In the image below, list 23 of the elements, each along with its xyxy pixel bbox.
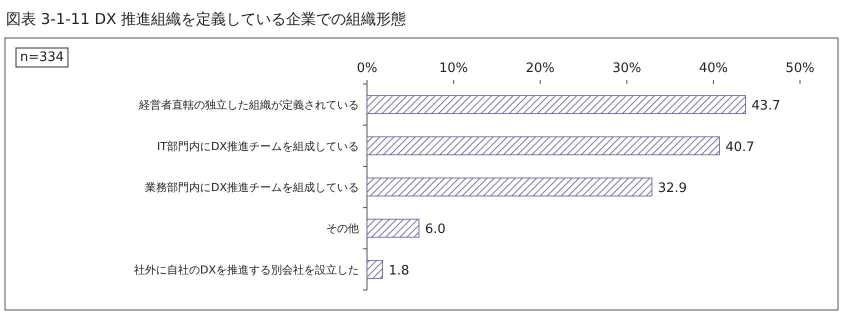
- text: n=334: [20, 50, 64, 65]
- x-tick-label: 10%: [439, 61, 468, 76]
- y-tick-label: 経営者直轄の独立した組織が定義されている: [138, 98, 359, 112]
- x-tick-label: 30%: [612, 61, 642, 76]
- bar: [366, 95, 746, 114]
- bar: [366, 136, 720, 156]
- y-tick-label: 社外に自社のDXを推進する別会社を設立した: [134, 263, 359, 276]
- bar: [366, 178, 652, 196]
- y-tick-label: その他: [326, 222, 359, 236]
- data-label: 1.8: [388, 263, 410, 278]
- x-tick-label: 20%: [526, 61, 555, 76]
- text: 図表 3-1-11 DX 推進組織を定義している企業での組織形態: [6, 10, 406, 28]
- data-label: 6.0: [424, 222, 446, 238]
- x-tick-label: 50%: [786, 61, 814, 76]
- x-tick-label: 0%: [356, 61, 378, 76]
- data-label: 43.7: [751, 98, 780, 114]
- data-label: 32.9: [658, 181, 687, 196]
- bar: [366, 218, 420, 238]
- bar: [366, 260, 383, 279]
- y-tick-label: 業務部門内にDX推進チームを組成している: [144, 181, 359, 194]
- y-tick-label: IT部門内にDX推進チームを組成している: [157, 140, 359, 153]
- data-label: 40.7: [725, 140, 754, 155]
- x-tick-label: 40%: [698, 61, 728, 76]
